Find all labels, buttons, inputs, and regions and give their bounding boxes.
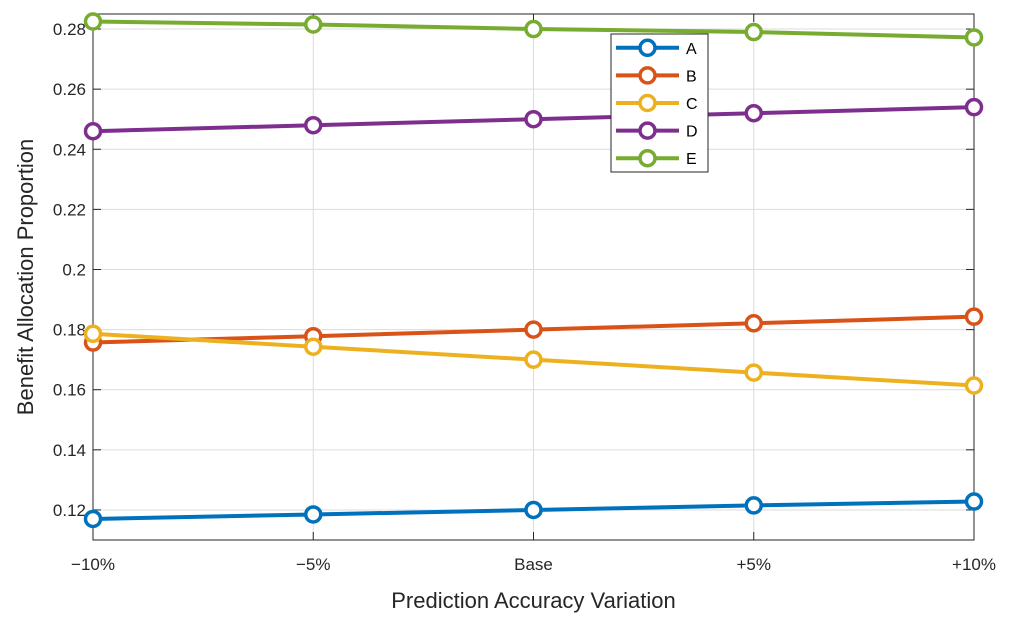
x-tick-label: −10% bbox=[71, 555, 115, 574]
y-axis-title: Benefit Allocation Proportion bbox=[13, 139, 38, 415]
y-tick-label: 0.2 bbox=[62, 260, 86, 279]
data-point bbox=[304, 115, 323, 135]
legend-item-a: A bbox=[616, 38, 697, 58]
data-point bbox=[964, 97, 984, 117]
legend-label: B bbox=[686, 68, 697, 85]
series-c bbox=[83, 324, 984, 395]
x-tick-label: +10% bbox=[952, 555, 996, 574]
legend-swatch-marker bbox=[638, 38, 657, 58]
axis-ticks: −10% −5% Base +5% +10% 0.12 0.14 0.16 0.18 0.2 0.2… bbox=[53, 14, 996, 574]
data-point bbox=[524, 320, 543, 339]
data-point bbox=[524, 500, 543, 520]
y-tick-label: 0.28 bbox=[53, 20, 86, 39]
legend-label: C bbox=[686, 96, 698, 113]
x-tick-label: Base bbox=[514, 555, 553, 574]
data-point bbox=[964, 307, 984, 326]
y-tick-label: 0.26 bbox=[53, 80, 86, 99]
y-tick-label: 0.18 bbox=[53, 321, 86, 340]
data-point bbox=[304, 15, 323, 34]
legend-swatch-marker bbox=[638, 66, 657, 85]
x-axis-title: Prediction Accuracy Variation bbox=[391, 588, 676, 613]
data-point bbox=[744, 496, 763, 515]
data-point bbox=[744, 103, 763, 123]
data-point bbox=[964, 376, 984, 395]
legend-item-e: E bbox=[616, 148, 697, 168]
data-point bbox=[964, 28, 984, 47]
data-point bbox=[83, 509, 103, 529]
data-point bbox=[524, 109, 543, 129]
data-point bbox=[524, 19, 543, 39]
legend-label: A bbox=[686, 41, 697, 58]
y-tick-label: 0.12 bbox=[53, 501, 86, 520]
legend-swatch-marker bbox=[638, 148, 657, 168]
x-tick-label: +5% bbox=[737, 555, 772, 574]
data-point bbox=[744, 363, 763, 382]
series-d bbox=[83, 97, 984, 141]
legend-label: E bbox=[686, 151, 697, 168]
data-point bbox=[524, 350, 543, 369]
y-tick-label: 0.22 bbox=[53, 200, 86, 219]
legend-item-c: C bbox=[616, 93, 698, 113]
legend-item-b: B bbox=[616, 66, 697, 85]
series-a bbox=[83, 492, 984, 529]
series-e bbox=[83, 12, 984, 47]
data-point bbox=[964, 492, 984, 511]
legend-swatch-marker bbox=[638, 93, 657, 113]
legend-swatch-marker bbox=[638, 121, 657, 140]
data-point bbox=[304, 505, 323, 524]
data-point bbox=[744, 314, 763, 333]
y-tick-label: 0.16 bbox=[53, 381, 86, 400]
series-lines bbox=[83, 12, 984, 529]
legend-item-d: D bbox=[616, 121, 698, 141]
data-point bbox=[744, 22, 763, 42]
y-tick-label: 0.24 bbox=[53, 140, 86, 159]
data-point bbox=[304, 337, 323, 356]
data-point bbox=[83, 121, 103, 141]
data-point bbox=[83, 324, 103, 344]
x-tick-label: −5% bbox=[296, 555, 331, 574]
legend-label: D bbox=[686, 124, 698, 141]
data-point bbox=[83, 12, 103, 31]
y-tick-label: 0.14 bbox=[53, 441, 86, 460]
